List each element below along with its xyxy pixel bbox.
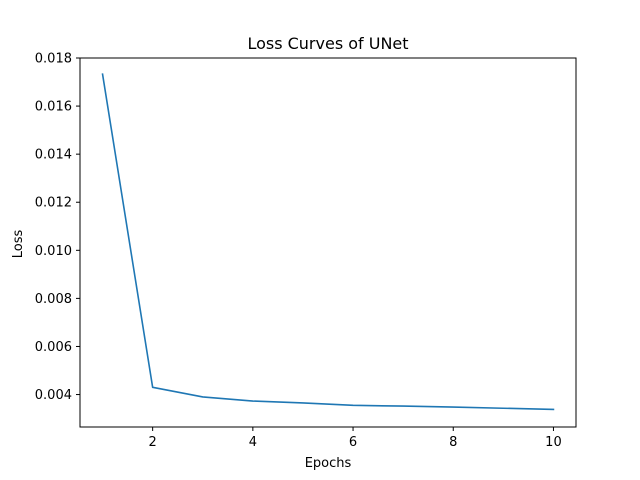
y-tick-label: 0.008 <box>35 292 72 307</box>
x-tick-label: 6 <box>349 435 357 450</box>
y-tick-label: 0.004 <box>35 388 72 403</box>
plot-frame <box>79 57 577 428</box>
series-line-0 <box>101 73 555 411</box>
axis-ticks: 2 4 6 8 10 0.004 0.006 0.008 0.010 0.012 0.014 0.01… <box>35 52 562 451</box>
x-tick-label: 2 <box>149 435 157 450</box>
y-tick-label: 0.012 <box>35 196 72 211</box>
y-tick-label: 0.018 <box>35 52 72 67</box>
x-tick-label: 4 <box>249 435 257 450</box>
x-tick-label: 10 <box>545 435 562 450</box>
plot-area <box>79 57 577 428</box>
chart-title: Loss Curves of UNet <box>247 34 408 53</box>
x-tick-label: 8 <box>449 435 457 450</box>
y-tick-label: 0.006 <box>35 340 72 355</box>
y-tick-label: 0.016 <box>35 100 72 115</box>
y-axis-label: Loss <box>11 230 26 259</box>
y-tick-label: 0.014 <box>35 148 72 163</box>
x-axis-label: Epochs <box>305 456 352 471</box>
y-tick-label: 0.010 <box>35 244 72 259</box>
